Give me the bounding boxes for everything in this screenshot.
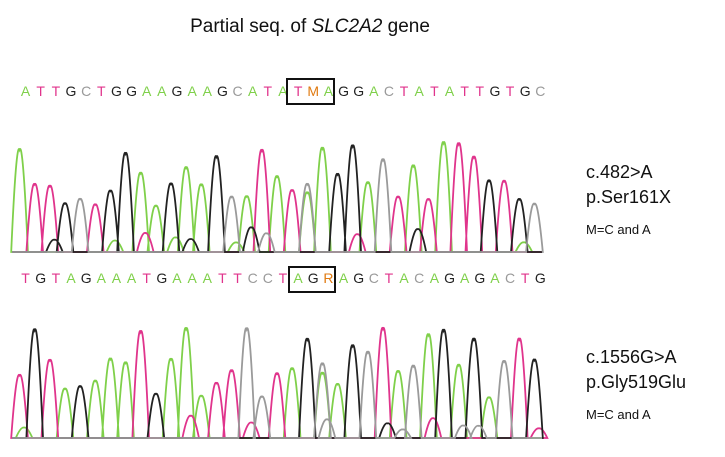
base-call: T xyxy=(475,83,485,99)
base-call: T xyxy=(51,83,61,99)
base-call: A xyxy=(142,83,152,99)
annotation-1: c.482>A p.Ser161X M=C and A xyxy=(586,160,671,237)
base-call: G xyxy=(307,270,319,286)
base-call: T xyxy=(293,83,303,99)
base-call: A xyxy=(414,83,424,99)
base-call: A xyxy=(96,270,106,286)
base-call: T xyxy=(460,83,469,99)
base-call: A xyxy=(459,270,470,286)
base-call: C xyxy=(505,270,516,286)
trace-c xyxy=(12,158,544,253)
trace-t xyxy=(12,142,542,253)
base-call: G xyxy=(489,83,501,99)
base-call: C xyxy=(383,83,394,99)
base-call: G xyxy=(156,270,168,286)
mutation-label-2: c.1556G>A xyxy=(586,347,677,367)
base-call: A xyxy=(399,270,409,286)
base-call: R xyxy=(323,270,334,286)
base-call: G xyxy=(444,270,455,286)
base-call: C xyxy=(535,83,546,99)
base-call: C xyxy=(232,83,243,99)
base-call: T xyxy=(505,83,515,99)
base-call: T xyxy=(384,270,394,286)
base-call: T xyxy=(399,83,409,99)
base-call: T xyxy=(36,83,45,99)
base-call: G xyxy=(474,270,486,286)
base-call: T xyxy=(51,270,61,286)
base-call: T xyxy=(142,270,151,286)
base-call: A xyxy=(66,270,76,286)
base-call: G xyxy=(519,83,531,99)
base-call: T xyxy=(278,270,288,286)
base-call: A xyxy=(172,270,182,286)
base-call: A xyxy=(157,83,167,99)
base-call: T xyxy=(520,270,530,286)
base-call: A xyxy=(293,270,303,286)
trace-a xyxy=(12,326,542,439)
base-call: G xyxy=(353,270,365,286)
ambiguity-note-2: M=C and A xyxy=(586,407,651,422)
base-call: C xyxy=(81,83,92,99)
base-call: A xyxy=(126,270,137,286)
base-call: M xyxy=(307,83,320,99)
chromatogram-2 xyxy=(10,326,549,439)
base-call: G xyxy=(338,83,349,99)
base-call: G xyxy=(80,270,92,286)
chromatogram-1 xyxy=(10,141,544,253)
base-call: T xyxy=(21,270,30,286)
protein-label-2: p.Gly519Glu xyxy=(586,372,687,392)
base-call: T xyxy=(96,83,106,99)
trace-g xyxy=(12,144,542,253)
annotation-2: c.1556G>A p.Gly519Glu M=C and A xyxy=(586,345,686,422)
protein-label-1: p.Ser161X xyxy=(586,187,672,207)
codon-box-1 xyxy=(286,78,335,105)
base-call: C xyxy=(262,270,273,286)
gene-name: SLC2A2 xyxy=(311,16,383,37)
title-prefix: Partial seq. of xyxy=(190,16,312,37)
base-call: A xyxy=(429,270,440,286)
base-call: G xyxy=(353,83,365,99)
base-call: G xyxy=(35,270,47,286)
base-call: A xyxy=(20,83,31,99)
trace-a xyxy=(10,141,542,253)
base-call: A xyxy=(202,270,212,286)
base-call: A xyxy=(111,270,122,286)
base-call: A xyxy=(338,270,349,286)
base-call: A xyxy=(490,270,500,286)
base-call: G xyxy=(171,83,183,99)
base-call: T xyxy=(233,270,242,286)
base-call: T xyxy=(263,83,273,99)
base-call: G xyxy=(534,270,546,286)
base-call: A xyxy=(202,83,212,99)
title-suffix: gene xyxy=(382,16,430,37)
base-call: G xyxy=(126,83,137,99)
mutation-label-1: c.482>A xyxy=(586,162,653,182)
base-call: A xyxy=(187,270,197,286)
base-call: A xyxy=(187,83,197,99)
base-call: G xyxy=(216,83,228,99)
figure-title: Partial seq. of SLC2A2 gene xyxy=(0,16,620,38)
base-call: A xyxy=(278,83,288,99)
base-call: G xyxy=(110,83,122,99)
base-call: A xyxy=(444,83,455,99)
base-call: C xyxy=(414,270,425,286)
base-call: G xyxy=(65,83,77,99)
base-call: T xyxy=(430,83,439,99)
base-call: C xyxy=(247,270,258,286)
trace-c xyxy=(12,327,542,439)
base-call: A xyxy=(248,83,258,99)
ambiguity-note-1: M=C and A xyxy=(586,222,651,237)
base-call: C xyxy=(368,270,379,286)
trace-g xyxy=(12,328,544,439)
base-call: T xyxy=(218,270,227,286)
codon-box-2 xyxy=(288,266,336,293)
base-call: A xyxy=(323,83,334,99)
base-call: A xyxy=(369,83,379,99)
